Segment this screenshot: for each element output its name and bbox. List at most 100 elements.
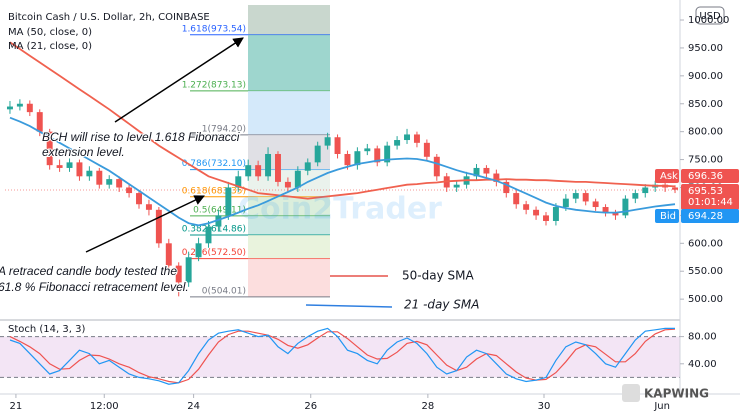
candle-body — [543, 215, 549, 221]
candle-body — [284, 181, 291, 188]
stoch-tick-label: 80.00 — [688, 332, 717, 343]
price-tag-label: Ask — [660, 171, 678, 182]
price-label-value: 694.28 — [688, 211, 723, 222]
candle-body — [314, 145, 321, 163]
fib-band — [248, 34, 330, 91]
sma-pointer — [305, 304, 393, 308]
candle-body — [324, 137, 331, 146]
x-tick-label: Jun — [653, 401, 670, 412]
countdown: 01:01:44 — [688, 197, 733, 208]
stoch-d-line — [9, 328, 676, 384]
candle-body — [533, 209, 540, 216]
price-label-box — [681, 209, 739, 223]
y-tick-label: 750.00 — [688, 155, 723, 166]
candle-body — [225, 187, 232, 216]
y-tick-label: 850.00 — [688, 99, 723, 110]
price-tag — [655, 209, 679, 223]
candle-body — [116, 179, 123, 188]
x-tick-label: 24 — [187, 401, 200, 412]
legend-entry: MA (21, close, 0) — [8, 41, 92, 52]
fib-label: 1.618(973.54) — [182, 24, 246, 34]
candle-body — [632, 193, 639, 199]
candle-body — [175, 265, 182, 283]
candle-body — [483, 167, 490, 174]
sma-label: 21 -day SMA — [404, 298, 479, 312]
candle-body — [195, 243, 202, 258]
brand-name: KAPWING — [644, 387, 709, 401]
candle-body — [582, 193, 589, 202]
candle-body — [106, 179, 113, 185]
stoch-k-line — [9, 327, 675, 385]
y-tick-label: 500.00 — [688, 294, 723, 305]
x-tick-label: 12:00 — [90, 401, 119, 412]
candle-body — [374, 148, 381, 163]
candle-body — [56, 165, 63, 168]
price-label-box — [681, 184, 739, 210]
candle-body — [16, 103, 23, 107]
candle-body — [334, 137, 341, 154]
fib-label: 0.618(683.35) — [182, 186, 246, 196]
price-label-box — [681, 169, 739, 183]
candle-body — [433, 156, 440, 177]
candle-body — [523, 204, 530, 210]
candle-body — [275, 153, 281, 182]
candle-body — [155, 209, 162, 244]
candle-body — [562, 198, 569, 208]
annotation: extension level. — [42, 145, 125, 159]
candle-body — [642, 187, 649, 194]
fib-band — [248, 258, 330, 297]
currency: USD — [699, 11, 721, 22]
candle-body — [304, 162, 311, 171]
candle-body — [453, 184, 460, 188]
y-tick-label: 1000.00 — [688, 15, 729, 26]
annotation: 61.8 % Fibonacci retracement level. — [0, 280, 189, 294]
x-tick-label: 21 — [10, 401, 23, 412]
fib-label: 0(504.01) — [202, 286, 246, 296]
candle-body — [255, 165, 262, 177]
candle-body — [404, 134, 410, 141]
x-tick-label: 30 — [538, 401, 551, 412]
y-tick-label: 550.00 — [688, 266, 723, 277]
stoch-tick-label: 40.00 — [688, 359, 717, 370]
candle-body — [245, 165, 252, 177]
candle-body — [612, 212, 619, 216]
candle-body — [473, 167, 480, 177]
x-tick-label: 28 — [422, 401, 435, 412]
price-label-value: 696.36 — [688, 171, 723, 182]
price-tag-label: Bid — [660, 211, 676, 222]
candle-body — [46, 131, 53, 166]
candle-body — [622, 198, 629, 216]
candle-body — [86, 170, 93, 177]
currency-box[interactable] — [695, 6, 725, 25]
candle-body — [6, 106, 13, 110]
candle-body — [513, 193, 520, 205]
candle-body — [165, 243, 172, 266]
candle-body — [384, 145, 391, 163]
legend-entry: MA (50, close, 0) — [8, 27, 92, 38]
candle-body — [136, 193, 142, 205]
annotation-arrow — [114, 37, 244, 123]
candle-body — [294, 170, 301, 188]
candle-body — [394, 140, 401, 146]
ma-line — [9, 116, 676, 227]
candle-body — [235, 176, 242, 188]
y-tick-label: 950.00 — [688, 43, 723, 54]
candle-body — [66, 162, 73, 168]
price-tag — [655, 169, 679, 183]
fib-label: 0.236(572.50) — [182, 248, 246, 258]
candle-body — [265, 153, 272, 177]
y-tick-label: 800.00 — [688, 127, 723, 138]
fib-label: 0.5(649.11) — [193, 205, 246, 215]
price-label-value: 695.53 — [688, 186, 723, 197]
candle-body — [126, 187, 133, 194]
candle-body — [592, 201, 599, 208]
fib-label: 0.382(614.86) — [182, 225, 246, 235]
stoch-title: Stoch (14, 3, 3) — [8, 324, 85, 335]
candle-body — [493, 173, 500, 182]
candle-body — [572, 193, 579, 199]
candle-body — [552, 207, 559, 221]
x-tick-label: 26 — [304, 401, 317, 412]
fib-label: 0.786(732.10) — [182, 159, 246, 169]
candle-body — [36, 112, 43, 132]
